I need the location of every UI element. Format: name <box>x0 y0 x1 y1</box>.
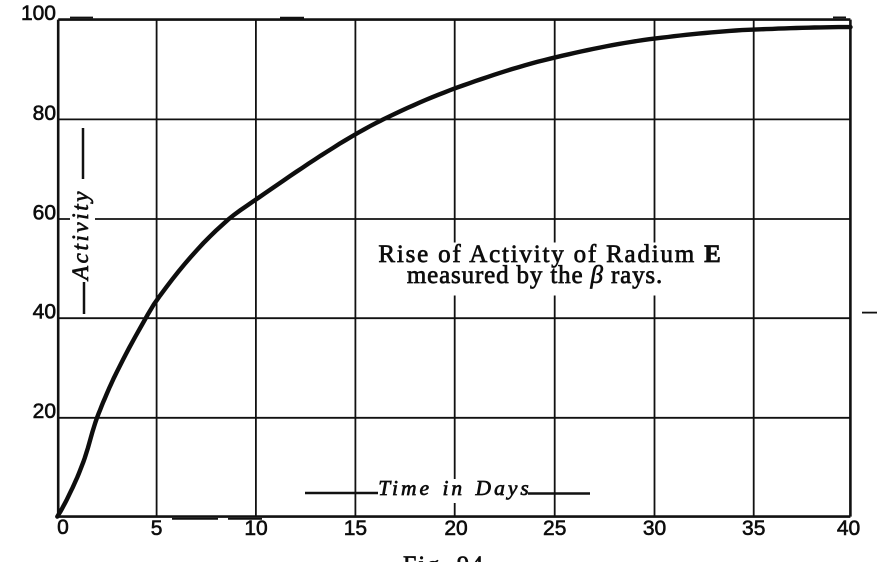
svg-text:20: 20 <box>33 400 56 423</box>
svg-text:0: 0 <box>57 516 69 539</box>
svg-text:40: 40 <box>837 517 860 540</box>
svg-text:Fig. 94.: Fig. 94. <box>403 553 493 562</box>
svg-text:20: 20 <box>444 517 467 540</box>
svg-text:measured by the β rays.: measured by the β rays. <box>407 262 663 289</box>
svg-text:80: 80 <box>33 102 56 125</box>
svg-text:Rise of Activity of Radium E: Rise of Activity of Radium E <box>378 241 722 268</box>
svg-text:Activity: Activity <box>68 189 93 282</box>
svg-text:30: 30 <box>643 517 666 540</box>
svg-text:40: 40 <box>33 301 56 324</box>
svg-text:35: 35 <box>742 517 765 540</box>
svg-text:15: 15 <box>344 517 367 540</box>
svg-text:5: 5 <box>151 517 163 540</box>
svg-text:10: 10 <box>244 517 267 540</box>
svg-text:60: 60 <box>33 201 56 224</box>
svg-text:25: 25 <box>543 517 566 540</box>
svg-text:Time in Days: Time in Days <box>378 476 531 500</box>
svg-text:100: 100 <box>21 2 56 25</box>
